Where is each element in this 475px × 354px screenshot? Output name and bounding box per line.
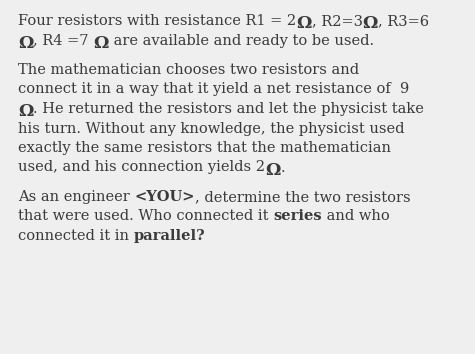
Text: Ω: Ω [296, 16, 312, 33]
Text: , R4 =7: , R4 =7 [33, 34, 94, 47]
Text: connected it in: connected it in [18, 229, 133, 243]
Text: , R2=3: , R2=3 [312, 14, 362, 28]
Text: , determine the two resistors: , determine the two resistors [195, 190, 410, 204]
Text: used, and his connection yields 2: used, and his connection yields 2 [18, 160, 265, 175]
Text: that were used. Who connected it: that were used. Who connected it [18, 210, 273, 223]
Text: Ω: Ω [265, 162, 280, 179]
Text: . He returned the resistors and let the physicist take: . He returned the resistors and let the … [33, 102, 424, 116]
Text: The mathematician chooses two resistors and: The mathematician chooses two resistors … [18, 63, 359, 77]
Text: his turn. Without any knowledge, the physicist used: his turn. Without any knowledge, the phy… [18, 121, 405, 136]
Text: Ω: Ω [362, 16, 378, 33]
Text: , R3=6: , R3=6 [378, 14, 429, 28]
Text: Ω: Ω [18, 35, 33, 52]
Text: and who: and who [322, 210, 390, 223]
Text: .: . [280, 160, 285, 175]
Text: connect it in a way that it yield a net resistance of  9: connect it in a way that it yield a net … [18, 82, 409, 97]
Text: Four resistors with resistance R1 = 2: Four resistors with resistance R1 = 2 [18, 14, 296, 28]
Text: parallel?: parallel? [133, 229, 205, 243]
Text: <YOU>: <YOU> [134, 190, 195, 204]
Text: Ω: Ω [94, 35, 109, 52]
Text: series: series [273, 210, 322, 223]
Text: Ω: Ω [18, 103, 33, 120]
Text: As an engineer: As an engineer [18, 190, 134, 204]
Text: exactly the same resistors that the mathematician: exactly the same resistors that the math… [18, 141, 391, 155]
Text: are available and ready to be used.: are available and ready to be used. [109, 34, 374, 47]
